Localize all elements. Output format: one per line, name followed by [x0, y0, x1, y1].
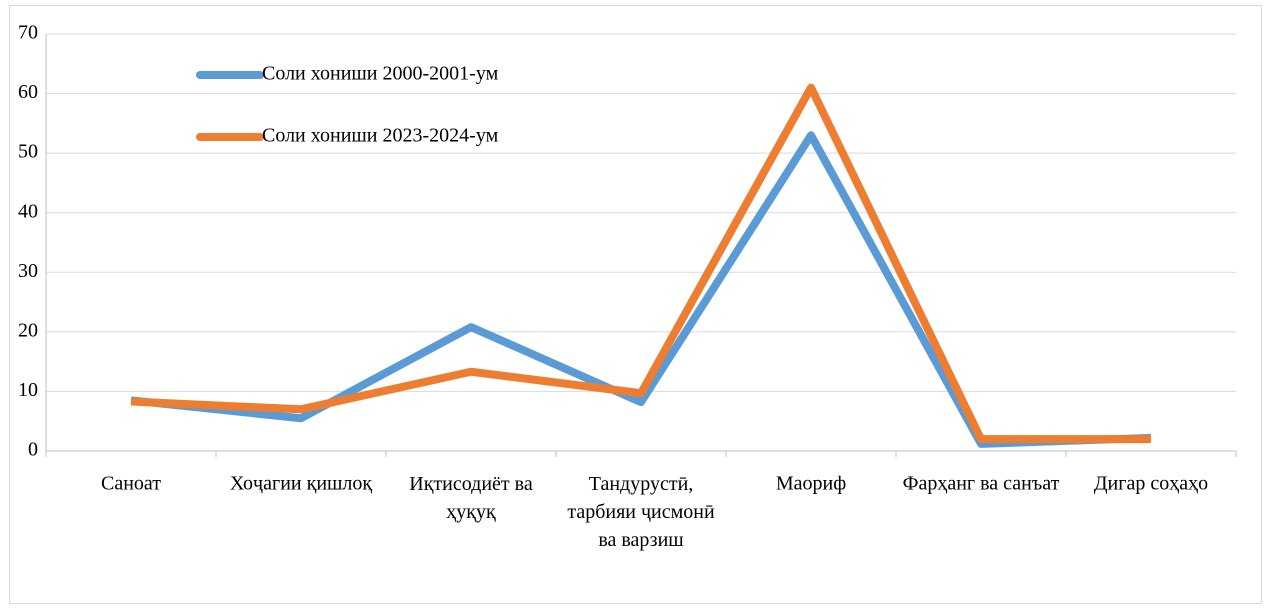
x-tick-label: Саноат — [101, 473, 161, 495]
x-tick-label-line: ҳуқуқ — [446, 501, 496, 523]
x-tick-label-line: ва варзиш — [598, 529, 684, 551]
y-tick-label: 10 — [18, 379, 38, 401]
y-tick-label: 20 — [18, 319, 38, 341]
y-tick-label: 30 — [18, 260, 38, 282]
y-tick-label: 70 — [18, 22, 38, 44]
x-tick-label: Хоҷагии қишлоқ — [230, 473, 373, 495]
x-tick-label: Маориф — [776, 473, 846, 495]
x-tick-label: Иқтисодиёт ва ҳуқуқ — [409, 473, 533, 523]
x-tick-label-line: Иқтисодиёт ва — [409, 473, 533, 495]
x-tick-label-line: Тандурустӣ, — [589, 473, 694, 495]
x-tick-label: Тандурустӣ, тарбияи ҷисмонӣ ва варзиш — [567, 473, 715, 551]
y-tick-label: 40 — [18, 200, 38, 222]
legend-label: Соли хониши 2023-2024-ум — [262, 125, 499, 147]
y-tick-label: 0 — [28, 439, 38, 461]
y-tick-label: 50 — [18, 141, 38, 163]
series-line — [130, 131, 1152, 448]
x-tick-label: Фарҳанг ва санъат — [903, 473, 1060, 495]
x-tick-label-line: тарбияи ҷисмонӣ — [567, 501, 715, 523]
chart-border — [9, 5, 1262, 604]
y-tick-label: 60 — [18, 81, 38, 103]
x-tick-label: Дигар соҳаҳо — [1094, 473, 1208, 495]
series-line — [130, 83, 1151, 444]
legend-label: Соли хониши 2000-2001-ум — [262, 63, 499, 85]
